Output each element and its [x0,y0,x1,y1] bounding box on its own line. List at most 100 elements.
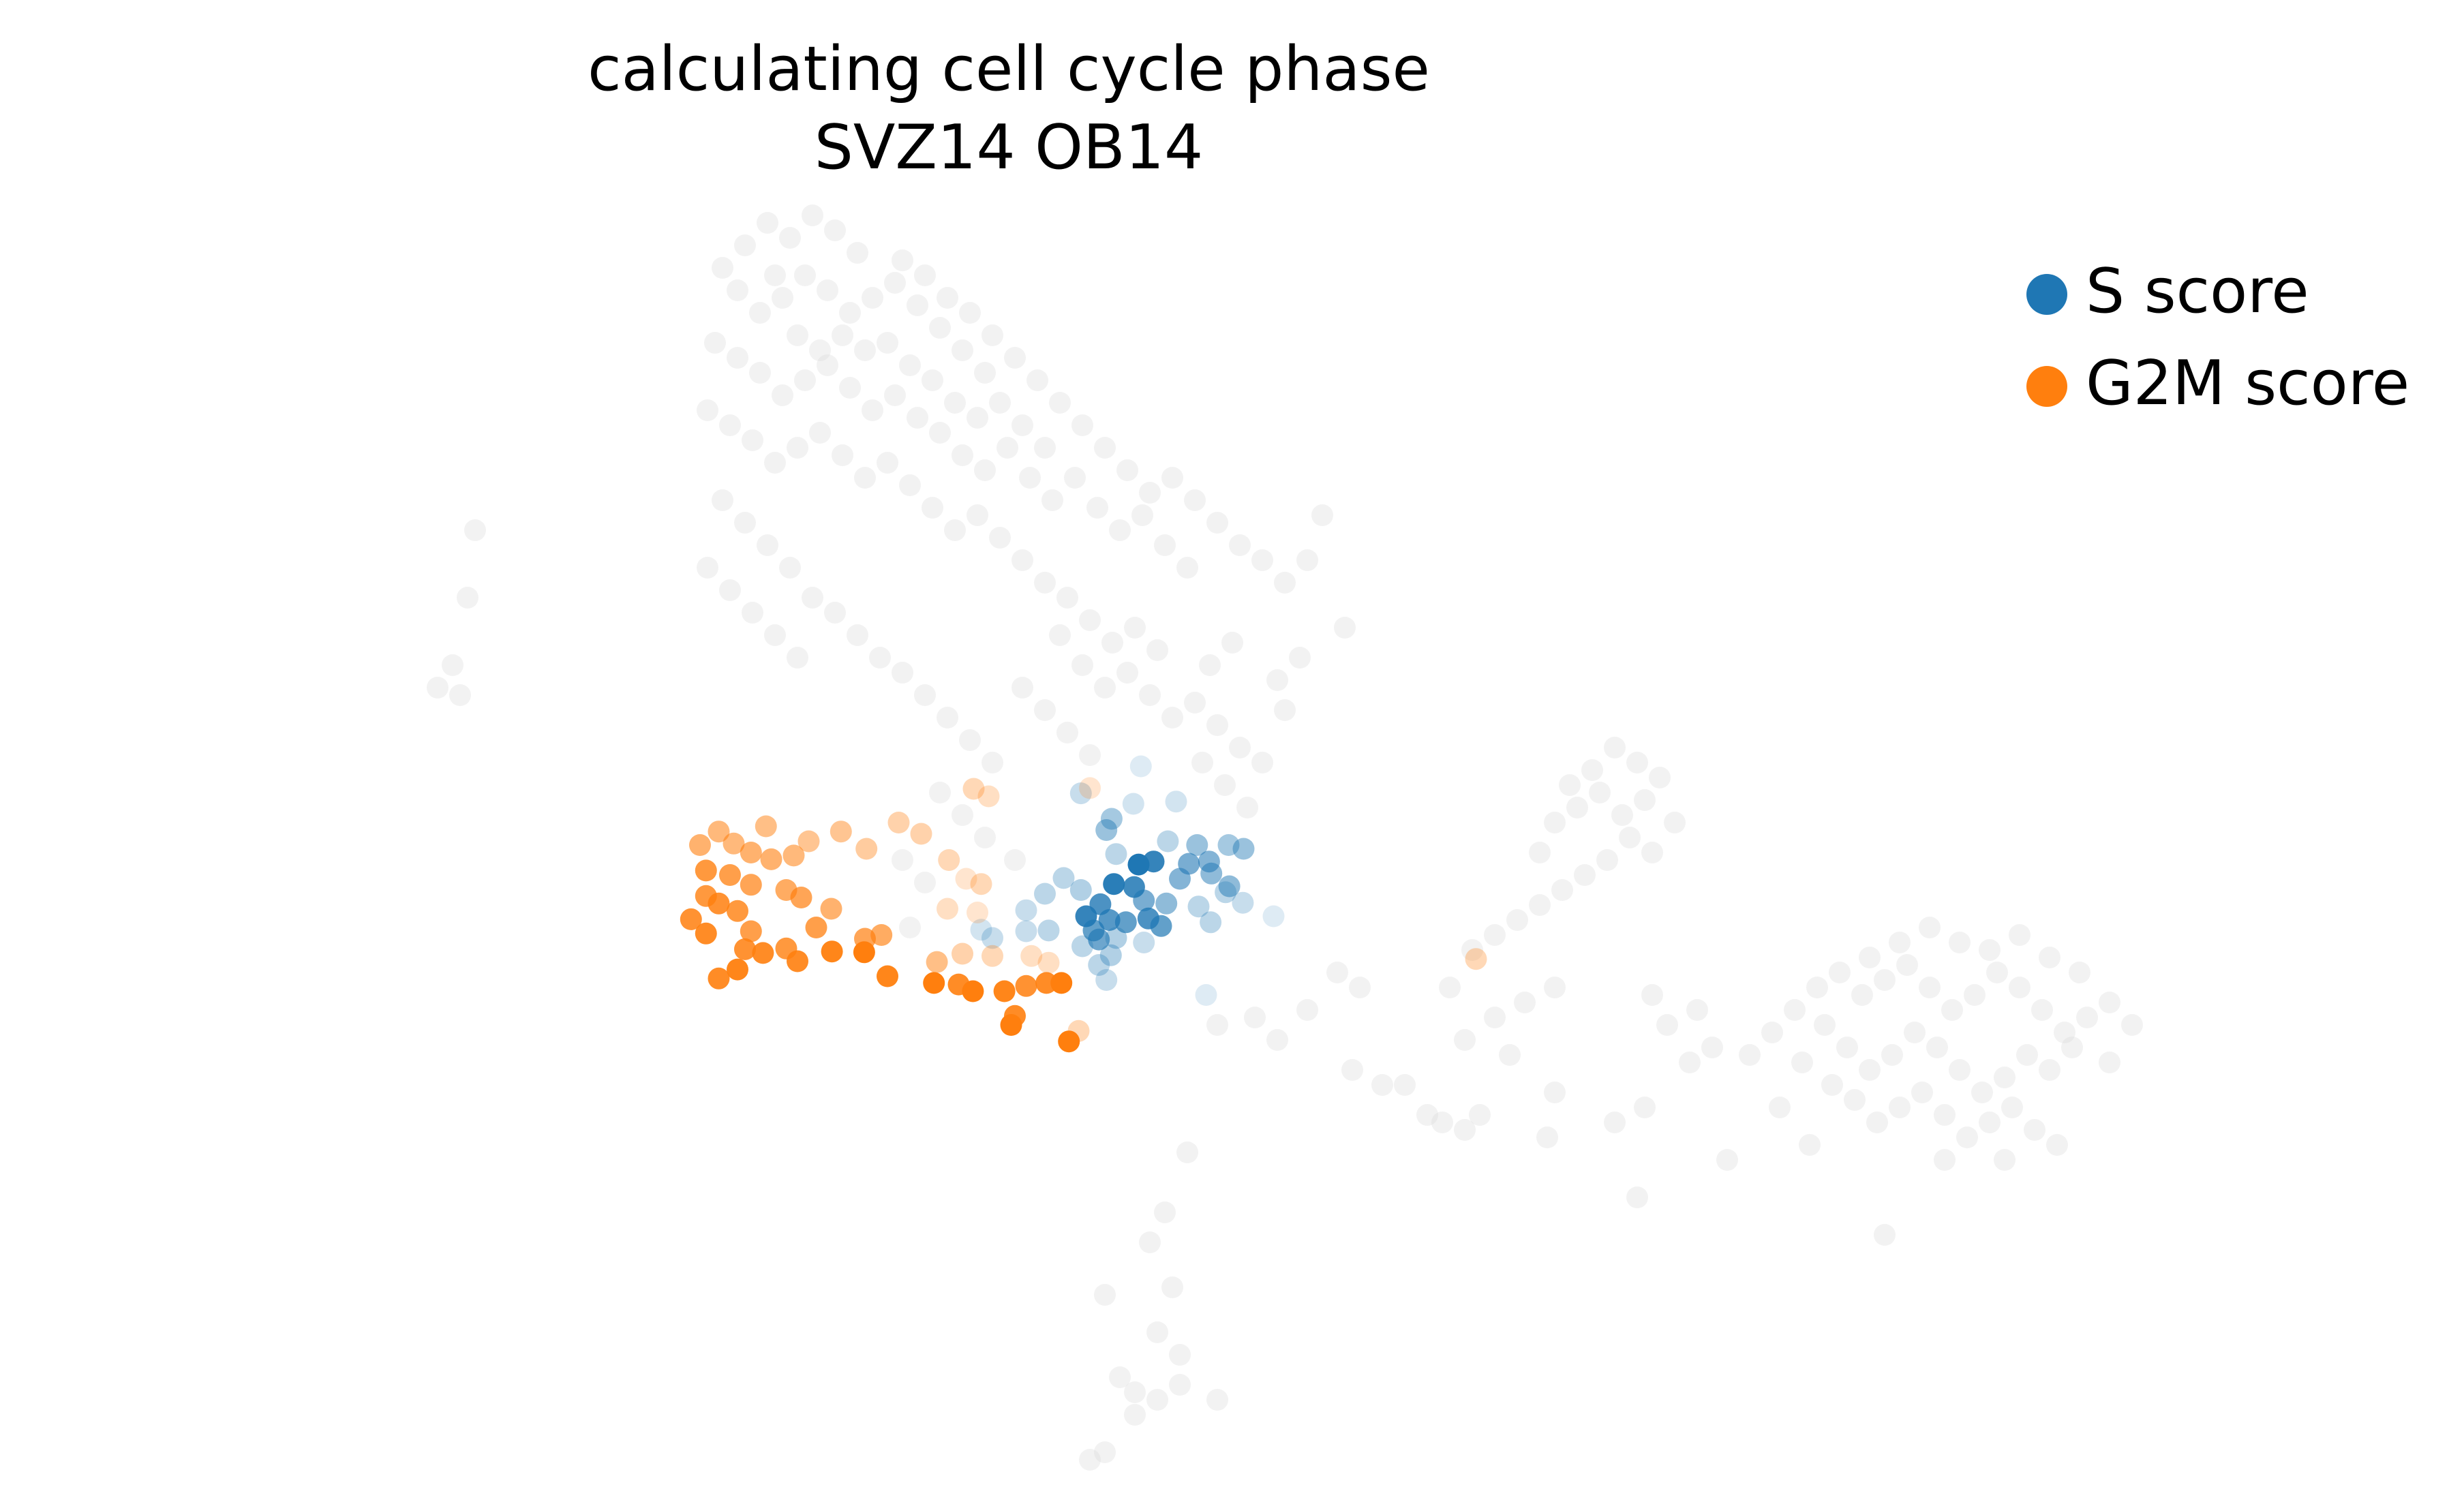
background-cell-point [1244,1007,1266,1028]
g2m-score-point [926,951,948,973]
s-score-point [1218,875,1241,898]
background-cell-point [1529,894,1551,916]
background-cell-point [982,752,1003,773]
background-cell-point [742,602,763,624]
background-cell-point [1454,1029,1476,1051]
background-cell-point [1859,1059,1881,1081]
background-cell-point [712,257,733,279]
background-cell-point [1934,1104,1956,1126]
s-score-point [1103,873,1125,895]
background-cell-point [892,662,913,684]
background-cell-point [1799,1134,1821,1156]
s-score-point [1015,920,1037,942]
background-cell-point [1311,504,1333,526]
s-score-point [1075,905,1097,928]
background-cell-point [1994,1149,2016,1171]
background-cell-point [1289,647,1311,669]
legend: S score G2M score [2026,256,2409,419]
s-score-point [1052,867,1075,889]
background-cell-point [1206,1389,1228,1411]
background-cell-point [937,287,958,309]
background-cell-point [892,849,913,871]
background-cell-point [1626,752,1648,773]
background-cell-point [1236,797,1258,818]
background-cell-point [1154,1201,1176,1223]
background-cell-point [1026,369,1048,391]
background-cell-point [1109,519,1131,541]
background-cell-point [1889,1097,1911,1118]
g2m-score-point [821,940,843,963]
background-cell-point [1034,699,1056,721]
background-cell-point [727,279,748,301]
background-cell-point [1604,737,1626,758]
background-cell-point [1206,512,1228,534]
background-cell-point [1109,1366,1131,1388]
chart-title-line-2: SVZ14 OB14 [815,112,1204,183]
background-cell-point [982,324,1003,346]
background-cell-point [1551,879,1573,901]
background-cell-point [967,407,988,429]
background-cell-point [1979,1112,2001,1133]
background-cell-point [1266,669,1288,691]
g2m-score-point [938,849,960,871]
background-cell-point [2016,1044,2038,1066]
background-cell-point [1071,654,1093,676]
s-score-point [1100,808,1123,830]
background-cell-point [1641,984,1663,1006]
background-cell-point [1274,572,1296,594]
background-cell-point [1004,849,1026,871]
background-cell-point [749,302,771,324]
s-score-point [1071,935,1093,957]
g2m-score-point [755,815,777,838]
g2m-score-point [877,965,898,987]
background-cell-point [1229,534,1251,556]
s-score-point [1195,984,1217,1006]
background-cell-point [1206,714,1228,736]
s-score-point [1198,850,1220,873]
background-cell-point [1124,617,1146,639]
background-cell-point [1634,789,1656,811]
background-cell-point [1124,1404,1146,1426]
s-score-point [1200,911,1222,934]
g2m-score-point [1020,945,1043,967]
background-cell-point [1574,864,1596,886]
background-cell-point [1071,414,1093,436]
background-cell-point [1701,1037,1723,1058]
s-score-point [1187,895,1210,918]
background-cell-point [1012,414,1033,436]
background-cell-point [1221,632,1243,654]
background-cell-point [1012,677,1033,699]
background-cell-point [1012,549,1033,571]
g2m-score-point [719,864,741,886]
background-cell-point [929,422,951,444]
background-cell-point [839,302,861,324]
background-cell-point [832,444,853,466]
legend-item-g2m-score: G2M score [2026,348,2409,419]
s-score-point [982,927,1003,949]
background-cell-point [1619,827,1641,848]
g2m-score-point [955,868,977,890]
g2m-score-point [1465,948,1487,970]
g2m-score-point [1035,972,1058,994]
g2m-score-point [708,892,730,915]
background-cell-point [1056,587,1078,609]
background-cell-point [1664,812,1686,833]
background-cell-point [817,279,838,301]
background-cell-point [1101,632,1123,654]
background-cell-point [697,399,718,421]
background-cell-point [457,587,478,609]
s-score-point [1129,755,1152,778]
background-cell-point [764,452,786,474]
background-cell-point [1649,767,1671,788]
background-cell-point [772,287,793,309]
legend-label-g2m-score: G2M score [2086,348,2409,419]
background-cell-point [1079,1449,1101,1471]
background-cell-point [1371,1074,1393,1096]
background-cell-point [449,684,471,706]
background-cell-point [1499,1044,1521,1066]
g2m-score-point [830,821,852,843]
background-cell-point [1094,677,1116,699]
background-cell-point [1004,347,1026,369]
background-cell-point [1986,962,2008,983]
s-score-point [1105,843,1127,865]
